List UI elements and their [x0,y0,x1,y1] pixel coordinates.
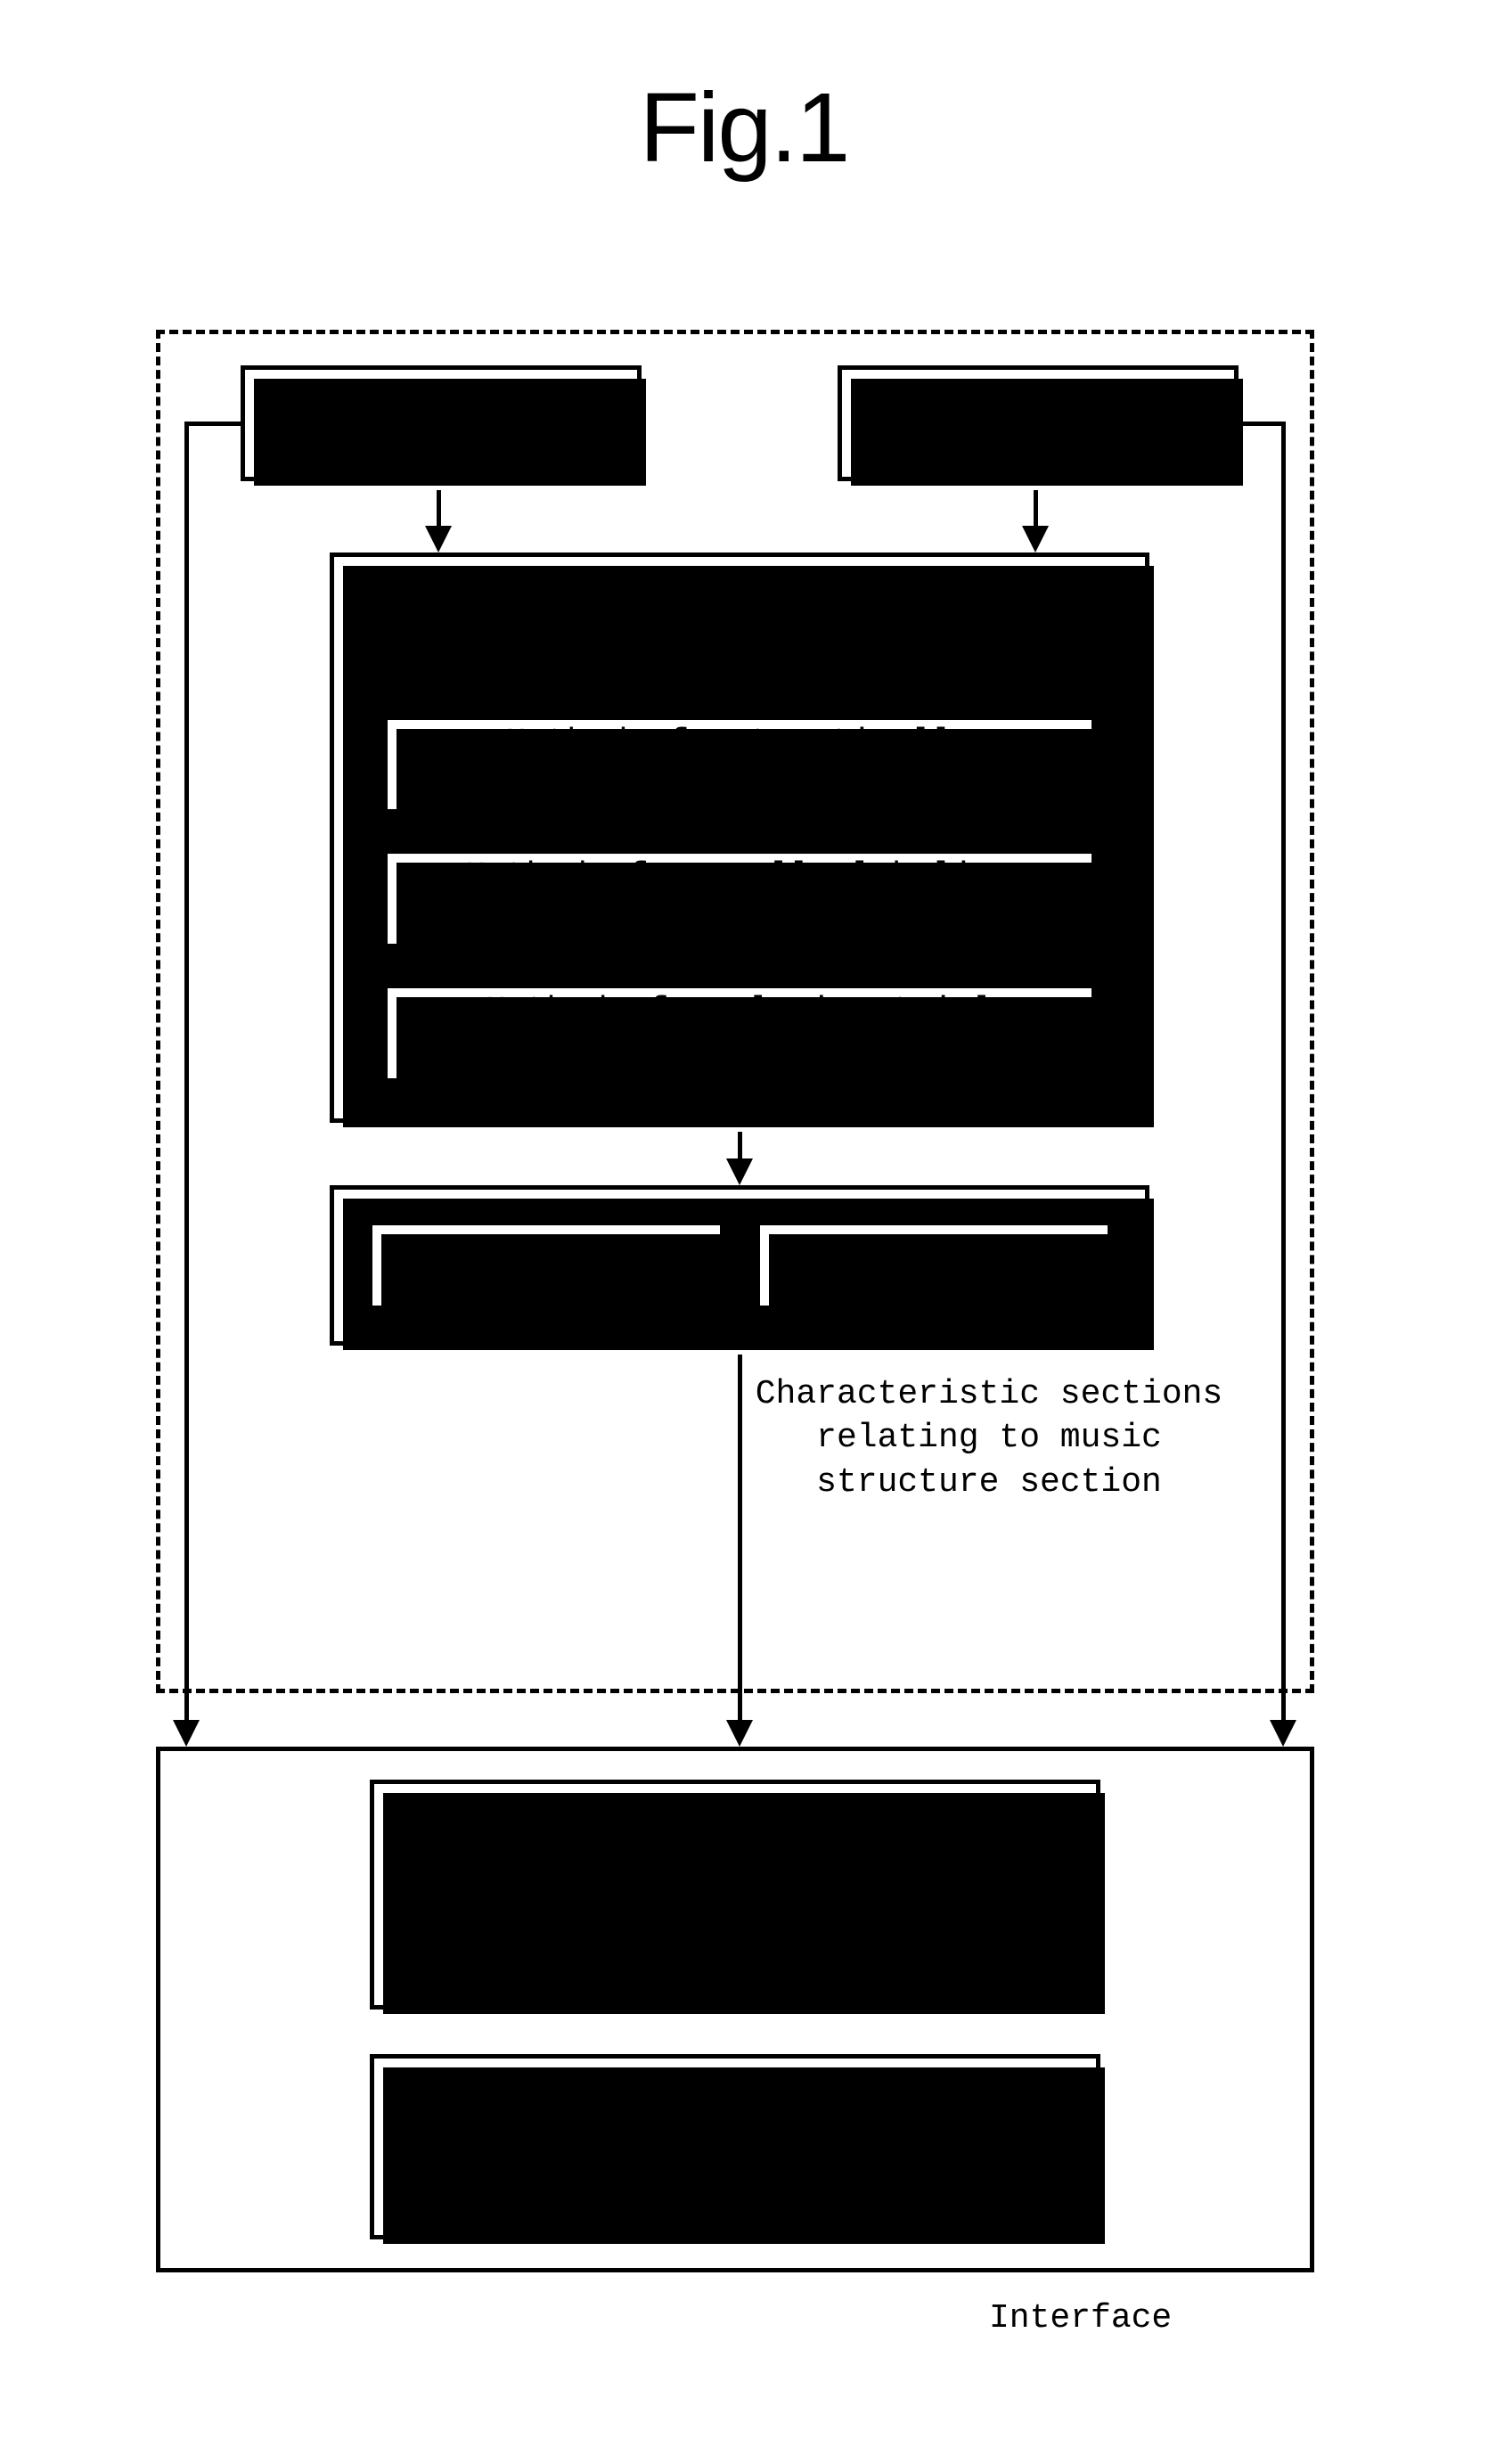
connector-h [184,422,241,426]
figure-title: Fig.1 [640,71,849,184]
arrow-head [425,526,452,553]
arrow-line [437,490,441,530]
input-right-label: Standard MIDIfile [906,380,1170,468]
result-left-label: Chorus section [404,1243,688,1287]
input-left-label: Music audiosignal [330,380,553,468]
arrow-line [1034,490,1038,530]
result-repeated: Repeated Section [756,1221,1112,1310]
method-auto-detect: Method of automaticallydetecting a choru… [383,716,1096,815]
arrow-line [738,1355,742,1724]
results-caption: Characteristic sectionsrelating to music… [677,1372,1301,1504]
arrow-head [1270,1720,1296,1747]
result-chorus: Chorus section [368,1221,724,1310]
results-block: Chorus section Repeated Section [330,1185,1149,1346]
result-right-label: Repeated Section [771,1243,1096,1287]
iface-label-1: Visualization of musiccontents (Music Ma… [511,2081,959,2213]
interface-caption: Interface [989,2299,1172,2337]
method-label: Method of analyzing triallistener behavi… [486,989,993,1077]
arrow-head [726,1720,753,1747]
interface-music-map: Visualization of musiccontents (Music Ma… [370,2054,1100,2239]
arrow-head [726,1158,753,1185]
arrow-line-long-right [1281,423,1286,1724]
arrow-head [173,1720,200,1747]
method-label: Method of manually labelinga chorus sect… [465,855,1014,943]
method-analyze-listener: Method of analyzing triallistener behavi… [383,984,1096,1083]
input-music-audio: Music audiosignal [241,365,642,481]
arrow-head [1022,526,1049,553]
method-label: Method of automaticallydetecting a choru… [476,721,1004,809]
connector-h [1239,422,1286,426]
iface-label-0: Automatic jumping to thebeginning of sig… [461,1806,1010,1983]
method-manual-label: Method of manually labelinga chorus sect… [383,849,1096,948]
interface-block: Automatic jumping to thebeginning of sig… [156,1747,1314,2272]
interface-jump-to-chorus: Automatic jumping to thebeginning of sig… [370,1780,1100,2010]
input-midi-file: Standard MIDIfile [838,365,1239,481]
generate-title: Generate characteristic musicstructure s… [445,570,1034,698]
generate-block: Generate characteristic musicstructure s… [330,553,1149,1123]
arrow-line-long-left [184,423,189,1724]
